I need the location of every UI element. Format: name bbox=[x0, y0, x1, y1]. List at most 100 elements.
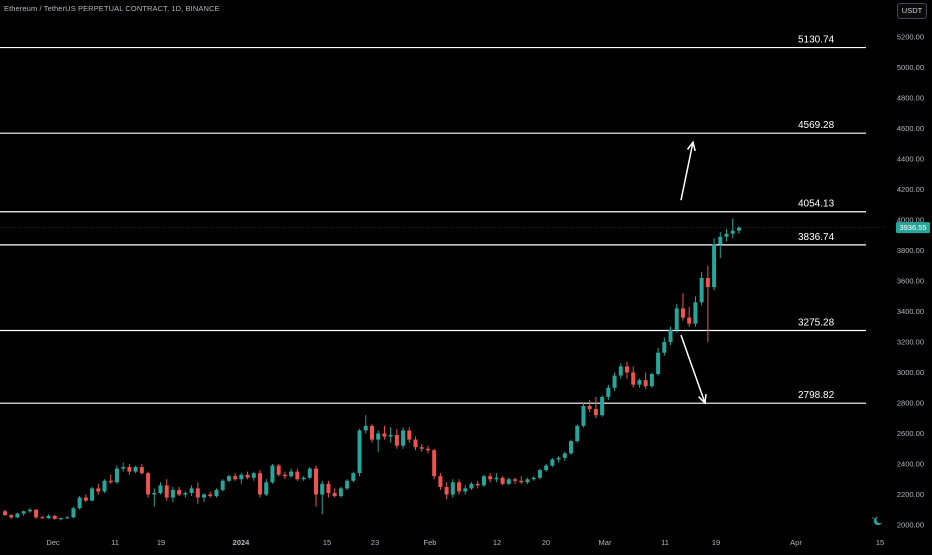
candle-body bbox=[58, 518, 63, 520]
candle bbox=[475, 480, 480, 489]
time-tick-label: Apr bbox=[790, 538, 802, 547]
currency-button[interactable]: USDT bbox=[897, 3, 927, 19]
candle bbox=[500, 476, 505, 486]
candle bbox=[276, 464, 281, 477]
candle bbox=[587, 399, 592, 413]
candle bbox=[40, 515, 45, 519]
candle-body bbox=[705, 277, 710, 288]
candle-body bbox=[114, 468, 119, 483]
candle-body bbox=[469, 483, 474, 489]
candle bbox=[562, 451, 567, 461]
candle bbox=[282, 471, 287, 480]
time-tick-label: 23 bbox=[371, 538, 379, 547]
candle bbox=[668, 326, 673, 346]
candle bbox=[158, 482, 163, 495]
candle-body bbox=[450, 482, 455, 495]
candle-body bbox=[276, 465, 281, 475]
candle-body bbox=[662, 342, 667, 353]
candle bbox=[307, 467, 312, 480]
candle-body bbox=[27, 509, 32, 512]
candle-body bbox=[152, 492, 157, 495]
candle bbox=[189, 485, 194, 497]
candle-body bbox=[612, 375, 617, 388]
price-tick-label: 3600.00 bbox=[897, 277, 924, 286]
candle bbox=[513, 477, 518, 484]
candle-body bbox=[239, 474, 244, 480]
candle-body bbox=[444, 486, 449, 495]
candle bbox=[220, 479, 225, 492]
candle-body bbox=[394, 435, 399, 446]
candle-body bbox=[357, 430, 362, 474]
candle-body bbox=[401, 430, 406, 446]
candle bbox=[625, 361, 629, 379]
candle-body bbox=[220, 480, 225, 490]
candle bbox=[114, 465, 119, 484]
candle bbox=[357, 428, 362, 477]
candle-body bbox=[425, 448, 430, 451]
candle bbox=[693, 296, 698, 327]
candle-body bbox=[581, 406, 586, 426]
price-tick-label: 3800.00 bbox=[897, 246, 924, 255]
candle-body bbox=[77, 497, 82, 509]
candle bbox=[127, 464, 132, 475]
price-tick-label: 5000.00 bbox=[897, 63, 924, 72]
candle bbox=[245, 471, 250, 480]
candle-body bbox=[65, 517, 70, 519]
candle-body bbox=[158, 485, 163, 493]
candle-body bbox=[407, 430, 412, 440]
candle bbox=[170, 486, 175, 503]
candle-body bbox=[699, 277, 704, 303]
candle bbox=[58, 517, 63, 521]
time-scale: Dec 11 19 2024 15 23 Feb 12 20 Mar 11 19 Apr 15 bbox=[46, 538, 884, 547]
candle bbox=[674, 303, 679, 333]
candle bbox=[438, 473, 443, 490]
candle bbox=[537, 468, 542, 480]
candle bbox=[289, 468, 294, 478]
candle-body bbox=[332, 492, 337, 497]
candle bbox=[724, 229, 729, 242]
candle bbox=[718, 232, 723, 259]
candle-body bbox=[550, 459, 555, 466]
candle-body bbox=[177, 489, 182, 495]
candle bbox=[407, 427, 412, 443]
candle-body bbox=[724, 233, 729, 237]
candle-body bbox=[569, 441, 574, 454]
down-arrow[interactable] bbox=[680, 334, 707, 405]
candle bbox=[3, 509, 7, 516]
candle bbox=[108, 474, 113, 484]
price-tick-label: 4000.00 bbox=[897, 216, 924, 225]
candle-body bbox=[674, 308, 679, 330]
candle bbox=[351, 471, 356, 483]
candle-body bbox=[413, 439, 418, 448]
price-tick-label: 4800.00 bbox=[897, 94, 924, 103]
candle-body bbox=[687, 317, 692, 324]
candle-body bbox=[481, 476, 486, 486]
candle-body bbox=[108, 480, 113, 483]
candle bbox=[581, 403, 586, 428]
level-label: 4054.13 bbox=[798, 199, 835, 210]
moon-theme-icon[interactable] bbox=[870, 515, 884, 527]
candle-body bbox=[46, 515, 51, 519]
candle-body bbox=[575, 425, 580, 442]
candle bbox=[606, 384, 611, 400]
time-tick-label: 11 bbox=[111, 538, 119, 547]
candle-body bbox=[282, 474, 287, 477]
up-arrow[interactable] bbox=[680, 140, 696, 201]
candle-body bbox=[245, 474, 250, 478]
candle-body bbox=[606, 387, 611, 397]
candle-body bbox=[170, 489, 175, 498]
candle bbox=[233, 473, 238, 481]
price-tick-label: 4200.00 bbox=[897, 185, 924, 194]
price-tick-label: 4400.00 bbox=[897, 155, 924, 164]
candle bbox=[15, 512, 20, 519]
level-label: 3836.74 bbox=[798, 232, 835, 243]
price-tick-label: 2400.00 bbox=[897, 460, 924, 469]
candle-body bbox=[457, 482, 462, 492]
candle-body bbox=[730, 230, 735, 234]
candle bbox=[177, 486, 182, 497]
candle bbox=[376, 430, 381, 452]
price-tick-label: 2000.00 bbox=[897, 521, 924, 530]
candle-body bbox=[289, 471, 294, 477]
